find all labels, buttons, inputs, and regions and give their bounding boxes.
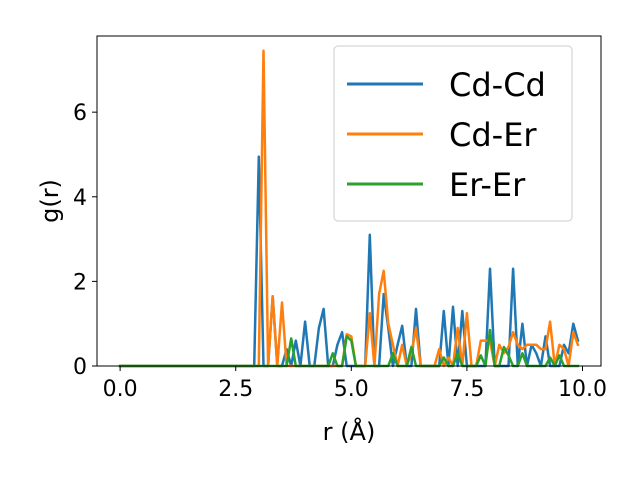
x-tick-label: 0.0 [103,377,138,402]
x-axis-label: r (Å) [323,417,376,446]
legend-label: Cd-Cd [449,66,546,104]
ticks-layer: 0.0 2.5 5.0 7.5 10.0 0 2 4 6 [73,101,607,402]
x-tick-label: 10.0 [558,377,607,402]
y-axis-label: g(r) [36,179,64,223]
y-tick-label: 4 [73,186,87,211]
legend-label: Cd-Er [449,116,537,154]
plot-frame [96,35,602,367]
legend-box [333,45,573,222]
y-tick-label: 6 [73,101,87,126]
x-tick-label: 7.5 [449,377,484,402]
legend: Cd-Cd Cd-Er Er-Er [333,45,573,222]
legend-label: Er-Er [449,166,526,204]
y-tick-label: 0 [73,355,87,380]
x-tick-label: 5.0 [334,377,369,402]
y-tick-label: 2 [73,270,87,295]
x-tick-label: 2.5 [218,377,253,402]
